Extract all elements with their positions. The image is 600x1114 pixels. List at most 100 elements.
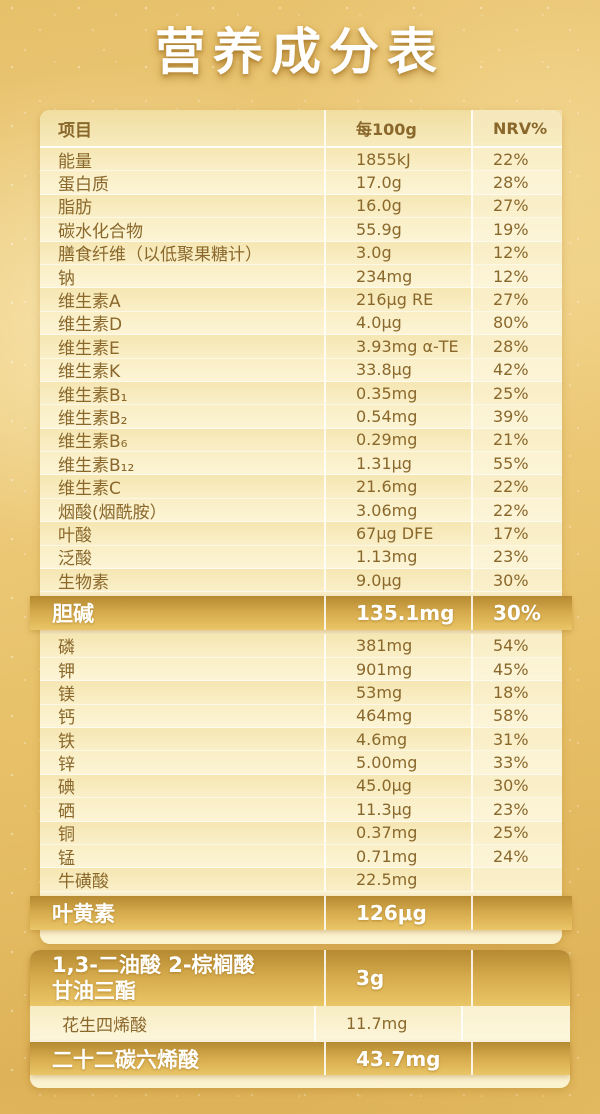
nutrient-label: 胆碱: [52, 602, 94, 627]
nutrient-nrv: 25%: [471, 821, 562, 844]
nutrient-label: 钙: [58, 708, 75, 729]
nutrient-value: 43.7mg: [324, 1042, 471, 1075]
nutrient-nrv: 30%: [471, 596, 572, 631]
header-nrv: NRV%: [471, 110, 562, 146]
nutrient-value: 0.54mg: [324, 405, 471, 428]
nutrient-value: 381mg: [324, 634, 471, 657]
nutrient-nrv: 28%: [471, 171, 562, 194]
nutrient-nrv: 18%: [471, 681, 562, 704]
nutrient-nrv: 39%: [471, 405, 562, 428]
table-row: 钙 464mg 58%: [40, 704, 562, 729]
table-row: 铁 4.6mg 31%: [40, 727, 562, 752]
nutrient-nrv: [471, 895, 572, 930]
nutrient-nrv: 22%: [471, 475, 562, 498]
nutrient-value: 3.06mg: [324, 498, 471, 522]
table-header-row: 项目 每100g NRV%: [40, 110, 562, 148]
nutrient-nrv: 22%: [471, 498, 562, 522]
nutrient-nrv: 12%: [471, 264, 562, 288]
nutrient-label: 膳食纤维（以低聚果糖计）: [58, 245, 262, 266]
table-row: 维生素E 3.93mg α-TE 28%: [40, 335, 562, 359]
table-row: 能量 1855kJ 22%: [40, 148, 562, 172]
table-row: 碘 45.0μg 30%: [40, 774, 562, 798]
nutrient-nrv: 42%: [471, 358, 562, 381]
nutrient-nrv: 33%: [471, 751, 562, 774]
table-row: 硒 11.3μg 23%: [40, 798, 562, 822]
nutrient-value: 21.6mg: [324, 475, 471, 498]
nutrient-nrv: [461, 1006, 570, 1041]
nutrient-label: 碳水化合物: [58, 221, 143, 242]
table-row: 维生素B₁ 0.35mg 25%: [40, 381, 562, 406]
nutrient-label: 磷: [58, 638, 75, 659]
dha-highlight-row: 二十二碳六烯酸 43.7mg: [30, 1042, 570, 1075]
nutrient-value: 11.7mg: [314, 1006, 461, 1041]
nutrient-rows: 能量 1855kJ 22% 蛋白质 17.0g 28% 脂肪 16.0g 27% 碳水化合物…: [40, 148, 562, 593]
table-row: 维生素B₆ 0.29mg 21%: [40, 428, 562, 453]
nutrient-label: 硒: [58, 801, 75, 822]
nutrient-label: 花生四烯酸: [62, 1016, 147, 1036]
nutrient-label: 二十二碳六烯酸: [52, 1047, 199, 1072]
table-row: 钠 234mg 12%: [40, 264, 562, 289]
table-row: 生物素 9.0μg 30%: [40, 569, 562, 593]
table-row: 维生素B₁₂ 1.31μg 55%: [40, 452, 562, 476]
nutrient-nrv: [471, 868, 562, 891]
nutrient-label: 1,3-二油酸 2-棕榈酸 甘油三酯: [30, 950, 324, 1006]
nutrient-value: 9.0μg: [324, 569, 471, 592]
nutrient-label: 维生素A: [58, 292, 121, 313]
nutrient-value: 126μg: [324, 895, 471, 930]
nutrient-label: 能量: [58, 151, 92, 172]
nutrient-nrv: 31%: [471, 727, 562, 751]
nutrient-nrv: 21%: [471, 428, 562, 452]
nutrient-nrv: 27%: [471, 288, 562, 311]
nutrient-label: 维生素B₁₂: [58, 455, 135, 476]
nutrient-label: 铜: [58, 825, 75, 846]
nutrient-nrv: 58%: [471, 704, 562, 727]
table-row: 锰 0.71mg 24%: [40, 844, 562, 869]
nutrient-label: 叶酸: [58, 525, 92, 546]
nutrient-value: 11.3μg: [324, 798, 471, 821]
nutrient-label: 钾: [58, 661, 75, 682]
nutrient-value: 1.31μg: [324, 452, 471, 475]
opo-highlight-row: 1,3-二油酸 2-棕榈酸 甘油三酯 3g: [30, 950, 570, 1006]
nutrient-label: 维生素B₁: [58, 385, 128, 406]
nutrient-value: 0.71mg: [324, 844, 471, 868]
nutrient-nrv: 19%: [471, 218, 562, 241]
nutrient-value: 0.35mg: [324, 381, 471, 405]
table-row: 叶酸 67μg DFE 17%: [40, 522, 562, 546]
nutrient-value: 464mg: [324, 704, 471, 727]
nutrient-nrv: 30%: [471, 569, 562, 592]
nutrient-value: 67μg DFE: [324, 522, 471, 545]
nutrient-label: 维生素D: [58, 315, 123, 336]
nutrient-value: 16.0g: [324, 194, 471, 218]
nutrient-value: 17.0g: [324, 171, 471, 194]
nutrient-value: 33.8μg: [324, 358, 471, 381]
nutrient-label: 维生素K: [58, 362, 121, 383]
nutrient-value: 45.0μg: [324, 774, 471, 798]
nutrient-value: 53mg: [324, 681, 471, 704]
nutrient-label: 维生素B₆: [58, 432, 128, 453]
nutrient-value: 3.93mg α-TE: [324, 335, 471, 358]
nutrient-value: 5.00mg: [324, 751, 471, 774]
table-row: 维生素K 33.8μg 42%: [40, 358, 562, 383]
nutrient-label: 牛磺酸: [58, 872, 109, 893]
nutrient-value: 234mg: [324, 264, 471, 288]
table-row: 膳食纤维（以低聚果糖计） 3.0g 12%: [40, 241, 562, 266]
table-row: 镁 53mg 18%: [40, 681, 562, 705]
ara-row: 花生四烯酸 11.7mg: [30, 1006, 570, 1042]
nutrient-nrv: 22%: [471, 148, 562, 171]
nutrient-nrv: 80%: [471, 311, 562, 335]
nutrient-value: 3g: [324, 950, 471, 1006]
nutrient-value: 3.0g: [324, 241, 471, 264]
table-row: 钾 901mg 45%: [40, 657, 562, 682]
nutrient-label: 锰: [58, 848, 75, 869]
table-row: 脂肪 16.0g 27%: [40, 194, 562, 218]
table-row: 维生素A 216μg RE 27%: [40, 288, 562, 313]
table-row: 锌 5.00mg 33%: [40, 751, 562, 775]
table-row: 碳水化合物 55.9g 19%: [40, 218, 562, 242]
nutrient-value: 135.1mg: [324, 596, 471, 631]
nutrient-value: 0.29mg: [324, 428, 471, 452]
nutrient-value: 216μg RE: [324, 288, 471, 311]
nutrient-label: 镁: [58, 684, 75, 705]
nutrient-value: 22.5mg: [324, 868, 471, 891]
nutrient-nrv: 27%: [471, 194, 562, 218]
nutrient-nrv: 45%: [471, 657, 562, 681]
